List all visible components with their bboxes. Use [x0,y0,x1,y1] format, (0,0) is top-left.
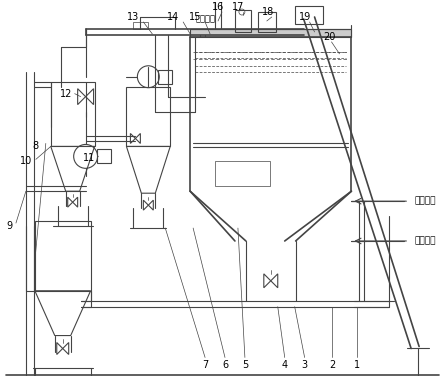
Bar [51,82,95,146]
Text: 6: 6 [222,361,228,370]
Text: 14: 14 [167,12,179,22]
Text: 16: 16 [212,2,224,12]
Bar [258,12,276,32]
Text: 2: 2 [329,361,336,370]
Text: 5: 5 [242,361,248,370]
Text: 8: 8 [33,142,39,151]
Text: 4: 4 [281,361,288,370]
Text: 1: 1 [354,361,361,370]
Bar [235,10,251,32]
Text: 蒸汽出口: 蒸汽出口 [195,14,215,23]
Text: 15: 15 [189,12,201,22]
Bar [190,29,351,37]
Text: 18: 18 [262,7,274,17]
Text: 13: 13 [127,12,139,22]
Bar [159,70,172,84]
Text: 9: 9 [6,221,12,231]
Bar [215,161,270,186]
Text: 11: 11 [83,153,95,163]
Text: 蒸汽进口: 蒸汽进口 [414,197,436,206]
Bar [295,6,322,24]
Text: 12: 12 [59,89,72,99]
Text: 3: 3 [301,361,308,370]
Bar [97,149,111,163]
Text: 10: 10 [20,156,32,166]
Text: 20: 20 [323,32,336,42]
Text: 17: 17 [232,2,244,12]
Bar [133,22,148,29]
Text: 7: 7 [202,361,208,370]
Bar [35,221,91,291]
Text: 氧气进口: 氧气进口 [414,237,436,246]
Bar [127,87,170,146]
Text: 19: 19 [298,12,311,22]
